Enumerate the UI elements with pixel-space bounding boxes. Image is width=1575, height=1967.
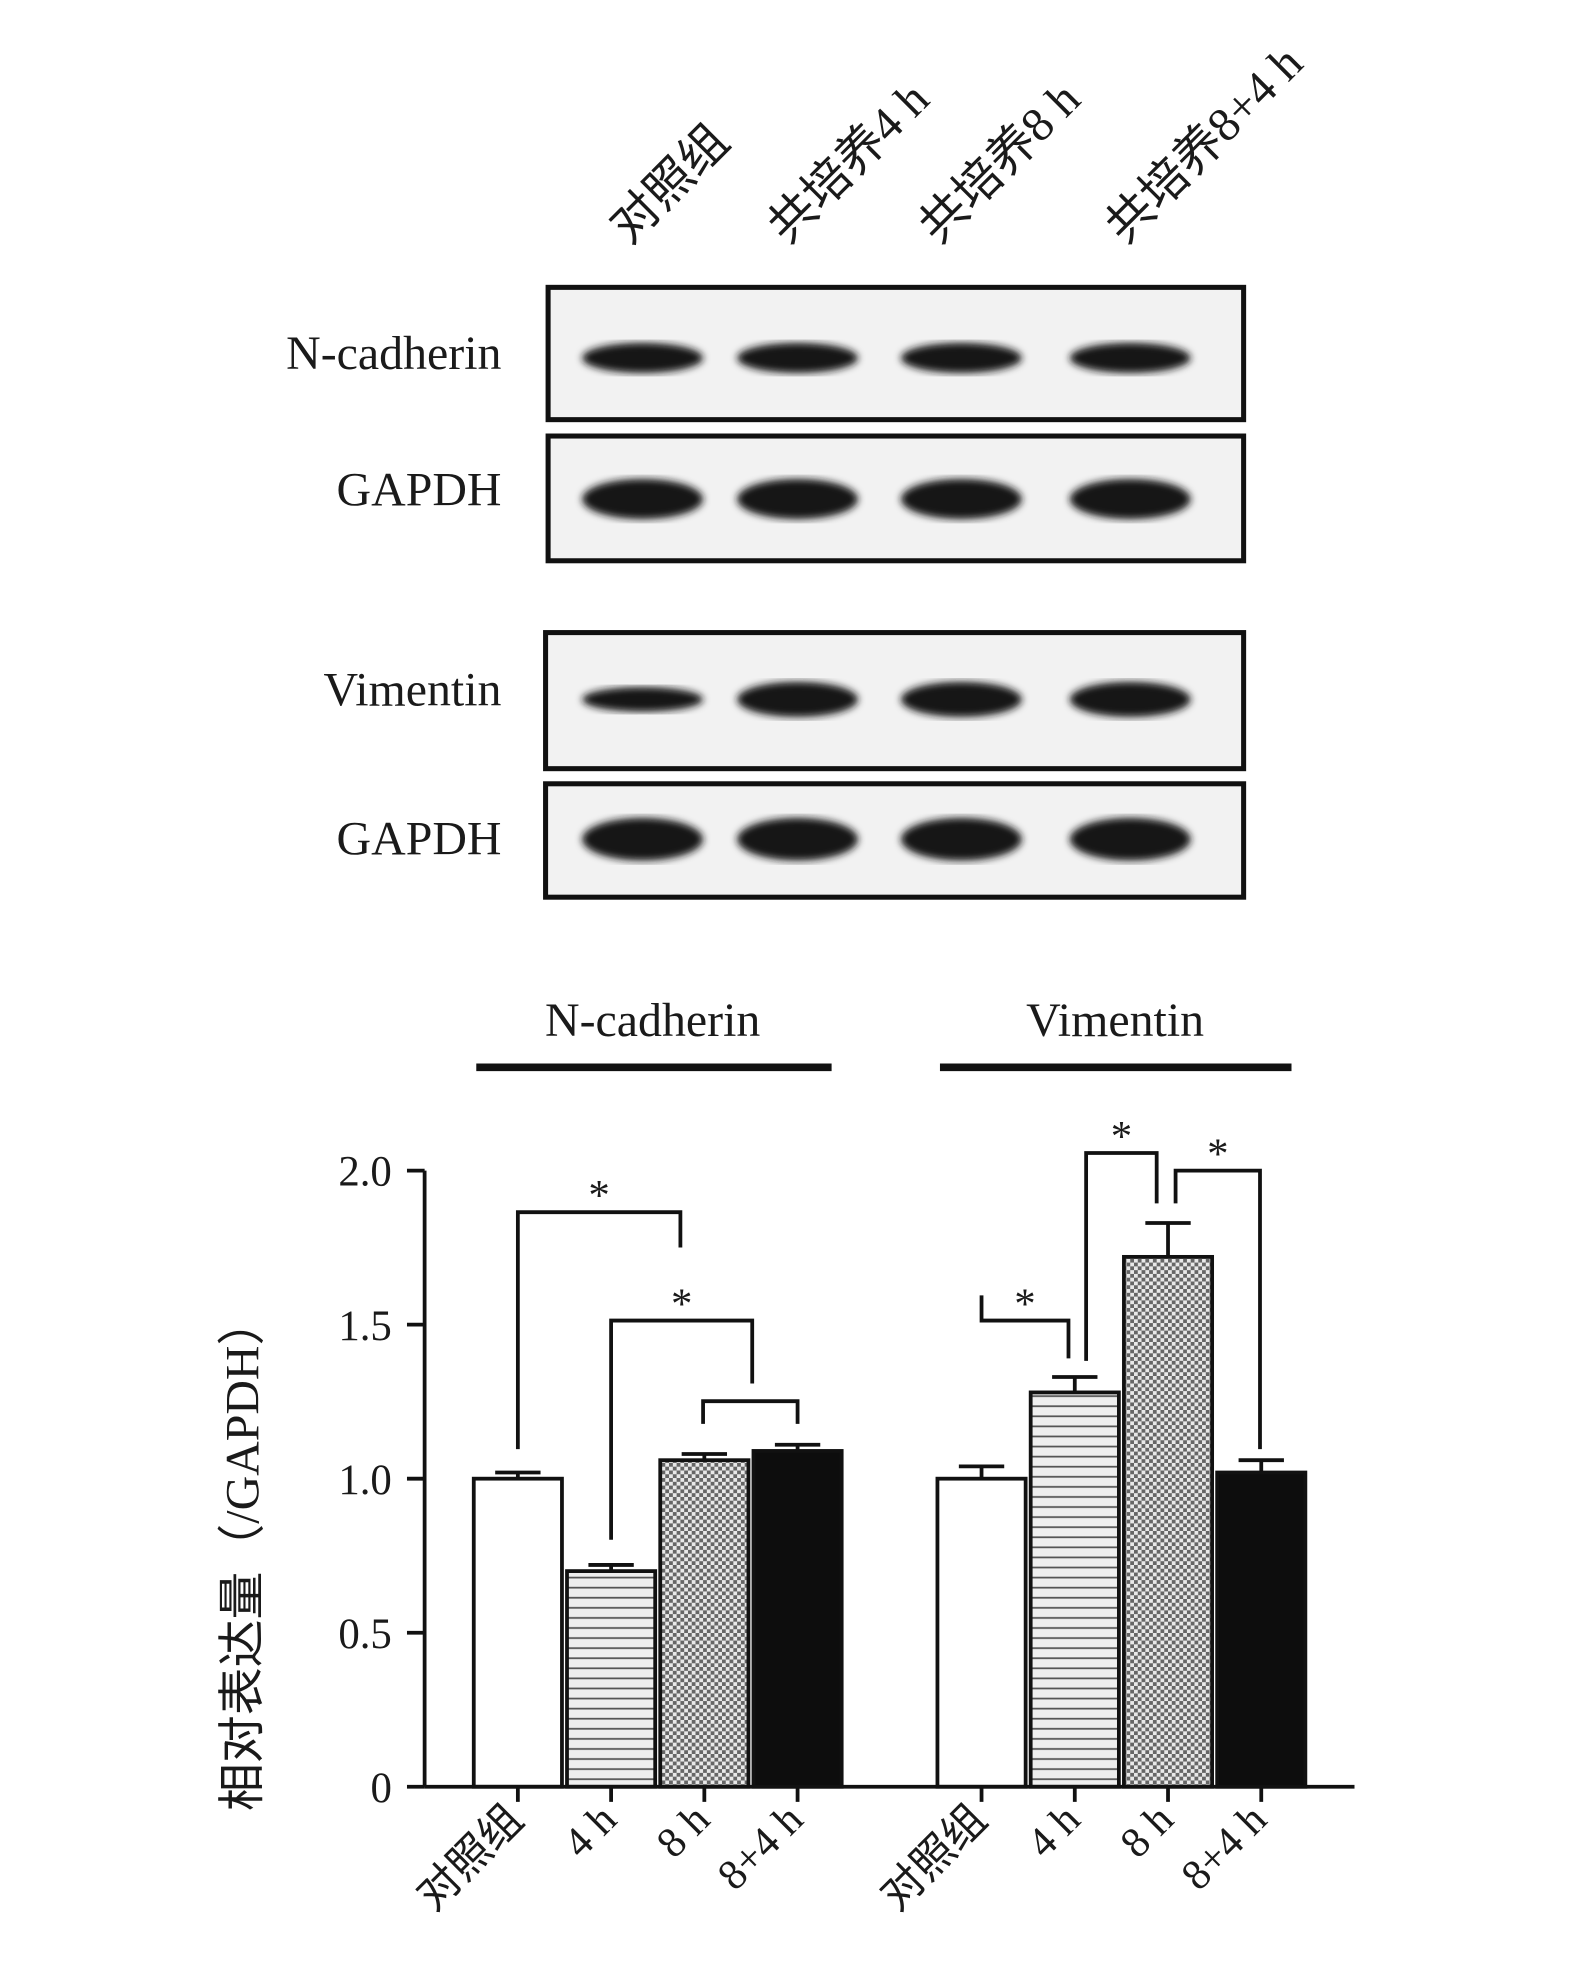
x-tick-label: 4 h — [555, 1796, 626, 1867]
significance-bracket — [609, 1318, 755, 1540]
row-label: GAPDH — [337, 463, 502, 516]
bar — [471, 1476, 564, 1789]
group-label: N-cadherin — [545, 994, 760, 1047]
band — [1069, 342, 1191, 374]
significance-bracket — [979, 1295, 1071, 1359]
bar — [935, 1476, 1028, 1789]
y-tick-label: 1.0 — [338, 1457, 392, 1504]
y-tick-label: 1.5 — [338, 1303, 392, 1350]
significance-label: * — [588, 1173, 609, 1220]
lane-label: 共培养8+4 h — [1095, 36, 1312, 253]
x-tick-label: 对照组 — [872, 1796, 996, 1920]
band — [582, 817, 704, 861]
band — [900, 342, 1022, 374]
band — [737, 817, 859, 861]
significance-bracket — [701, 1399, 800, 1424]
significance-label: * — [1207, 1131, 1228, 1178]
row-label: N-cadherin — [286, 327, 501, 380]
x-tick-label: 对照组 — [408, 1796, 532, 1920]
significance-bracket — [1084, 1151, 1159, 1361]
significance-bracket — [1173, 1168, 1262, 1450]
band — [737, 342, 859, 374]
band — [900, 478, 1022, 520]
band — [582, 342, 704, 374]
bar — [1215, 1470, 1308, 1789]
y-tick-label: 2.0 — [338, 1149, 392, 1196]
band — [1069, 478, 1191, 520]
row-label: GAPDH — [337, 812, 502, 865]
band — [582, 687, 704, 712]
x-tick-label: 4 h — [1018, 1796, 1089, 1867]
band — [737, 681, 859, 718]
chart: 相对表达量（/GAPDH） 0 0.5 1.0 1.5 2.0 N-cadherin 对照组 4… — [216, 994, 1355, 1920]
significance-bracket — [515, 1210, 683, 1450]
band — [900, 817, 1022, 861]
band — [737, 478, 859, 520]
y-tick-label: 0.5 — [338, 1611, 392, 1658]
significance-label: * — [1014, 1281, 1035, 1328]
band — [900, 681, 1022, 718]
x-tick-label: 8 h — [1112, 1796, 1183, 1867]
bar — [658, 1458, 751, 1789]
significance-label: * — [1111, 1113, 1132, 1160]
bar — [751, 1449, 844, 1789]
row-label: Vimentin — [324, 664, 502, 717]
lane-label: 共培养8 h — [909, 72, 1090, 253]
lane-label: 对照组 — [600, 115, 739, 254]
y-axis-label: 相对表达量（/GAPDH） — [216, 1298, 269, 1811]
band — [1069, 817, 1191, 861]
significance-label: * — [671, 1281, 692, 1328]
y-tick-label: 0 — [370, 1765, 391, 1812]
x-tick-label: 8+4 h — [709, 1796, 812, 1899]
bar — [1122, 1254, 1215, 1789]
bar — [1028, 1390, 1121, 1789]
group-label: Vimentin — [1026, 994, 1204, 1047]
lane-label: 共培养4 h — [758, 72, 939, 253]
x-tick-label: 8+4 h — [1173, 1796, 1276, 1899]
band — [1069, 681, 1191, 718]
bar — [565, 1569, 658, 1789]
x-tick-label: 8 h — [648, 1796, 719, 1867]
band — [582, 478, 704, 520]
